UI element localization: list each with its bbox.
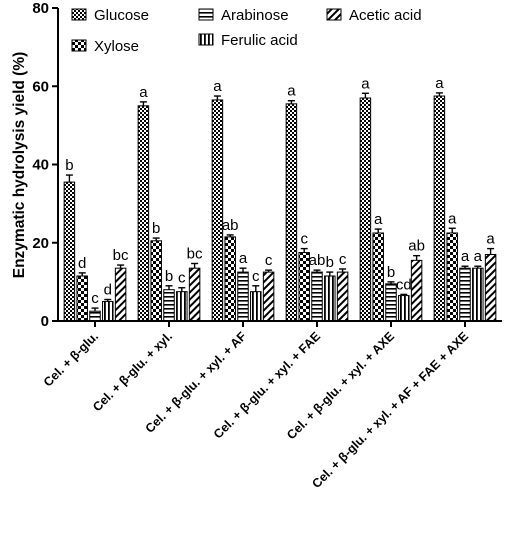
bar-acetic-acid xyxy=(410,259,423,322)
bar-xylose xyxy=(224,236,236,322)
significance-label: a xyxy=(448,210,457,227)
bar-xylose xyxy=(372,232,384,322)
significance-label: b xyxy=(326,254,334,271)
legend-label: Arabinose xyxy=(221,7,289,24)
significance-label: a xyxy=(435,75,444,92)
bar-acetic-acid xyxy=(114,267,127,322)
bar-ferulic-acid xyxy=(398,295,410,322)
legend-label: Ferulic acid xyxy=(221,32,298,49)
y-tick-label: 20 xyxy=(32,235,49,252)
bar-arabinose xyxy=(163,289,175,322)
significance-label: bc xyxy=(187,245,203,262)
significance-label: b xyxy=(65,157,73,174)
bar-xylose xyxy=(446,232,458,322)
significance-label: b xyxy=(152,220,160,237)
legend-label: Xylose xyxy=(94,38,139,55)
significance-label: ab xyxy=(309,252,326,269)
bar-acetic-acid xyxy=(484,253,497,322)
significance-label: bc xyxy=(113,247,129,264)
significance-label: c xyxy=(265,252,273,269)
bar-xylose xyxy=(76,275,88,322)
significance-label: c xyxy=(91,290,99,307)
bar-ferulic-acid xyxy=(250,291,262,322)
bar-glucose xyxy=(137,105,150,322)
legend-swatch-ferulic-acid xyxy=(198,33,214,46)
significance-label: a xyxy=(139,84,148,101)
significance-label: a xyxy=(361,75,370,92)
significance-label: c xyxy=(252,268,260,285)
significance-label: a xyxy=(474,248,483,265)
significance-label: a xyxy=(239,250,248,267)
x-axis-ticks: Cel. + β-glu.Cel. + β-glu. + xyl. Cel. + … xyxy=(41,321,471,491)
bar-arabinose xyxy=(89,310,101,322)
bar-glucose xyxy=(63,181,76,322)
significance-label: d xyxy=(104,281,112,298)
significance-label: c xyxy=(300,231,308,248)
significance-label: c xyxy=(178,270,186,287)
significance-label: a xyxy=(287,83,296,100)
significance-label: ab xyxy=(222,217,239,234)
bar-ferulic-acid xyxy=(324,275,336,322)
bar-glucose xyxy=(359,97,372,322)
legend-swatch-acetic-acid xyxy=(326,8,342,21)
y-tick-label: 60 xyxy=(32,78,49,95)
y-tick-label: 80 xyxy=(32,0,49,17)
bar-arabinose xyxy=(311,271,323,322)
bar-glucose xyxy=(285,103,298,322)
legend-swatch-glucose xyxy=(71,8,87,21)
bar-glucose xyxy=(211,99,224,322)
y-axis-label: Enzymatic hydrolysis yield (%) xyxy=(11,52,28,279)
legend-swatch-xylose xyxy=(71,39,87,52)
significance-label: b xyxy=(387,264,395,281)
legend-label: Glucose xyxy=(94,7,149,24)
significance-label: b xyxy=(165,268,173,285)
x-tick-label: Cel. + β-glu. + xyl. + AF + FAE + AXE xyxy=(309,329,471,491)
significance-label: a xyxy=(213,78,222,95)
significance-label: a xyxy=(461,248,470,265)
significance-label: a xyxy=(374,211,383,228)
bar-acetic-acid xyxy=(262,271,275,322)
bar-acetic-acid xyxy=(336,271,349,322)
bar-xylose xyxy=(150,240,162,322)
bar-arabinose xyxy=(385,283,397,322)
y-tick-label: 0 xyxy=(41,313,49,330)
bar-ferulic-acid xyxy=(472,267,484,322)
bar-acetic-acid xyxy=(188,267,201,322)
bar-arabinose xyxy=(237,271,249,322)
significance-label: ab xyxy=(408,238,425,255)
x-tick-label: Cel. + β-glu. xyxy=(41,329,101,389)
legend-swatch-arabinose xyxy=(198,8,214,21)
legend-label: Acetic acid xyxy=(349,7,422,24)
legend: Glucose Xylose Arabinose Ferulic acid Acetic… xyxy=(71,7,422,55)
bar-glucose xyxy=(433,95,446,322)
significance-label: cd xyxy=(396,276,412,293)
x-tick-label: Cel. + β-glu. + xyl. xyxy=(90,329,175,414)
significance-label: a xyxy=(486,231,495,248)
significance-label: c xyxy=(339,251,347,268)
significance-label: d xyxy=(78,255,86,272)
bar-ferulic-acid xyxy=(176,291,188,322)
bar-arabinose xyxy=(459,267,471,322)
y-axis-ticks: 0 20 40 60 80 xyxy=(32,0,58,330)
y-tick-label: 40 xyxy=(32,157,49,174)
bar-ferulic-acid xyxy=(102,300,114,322)
